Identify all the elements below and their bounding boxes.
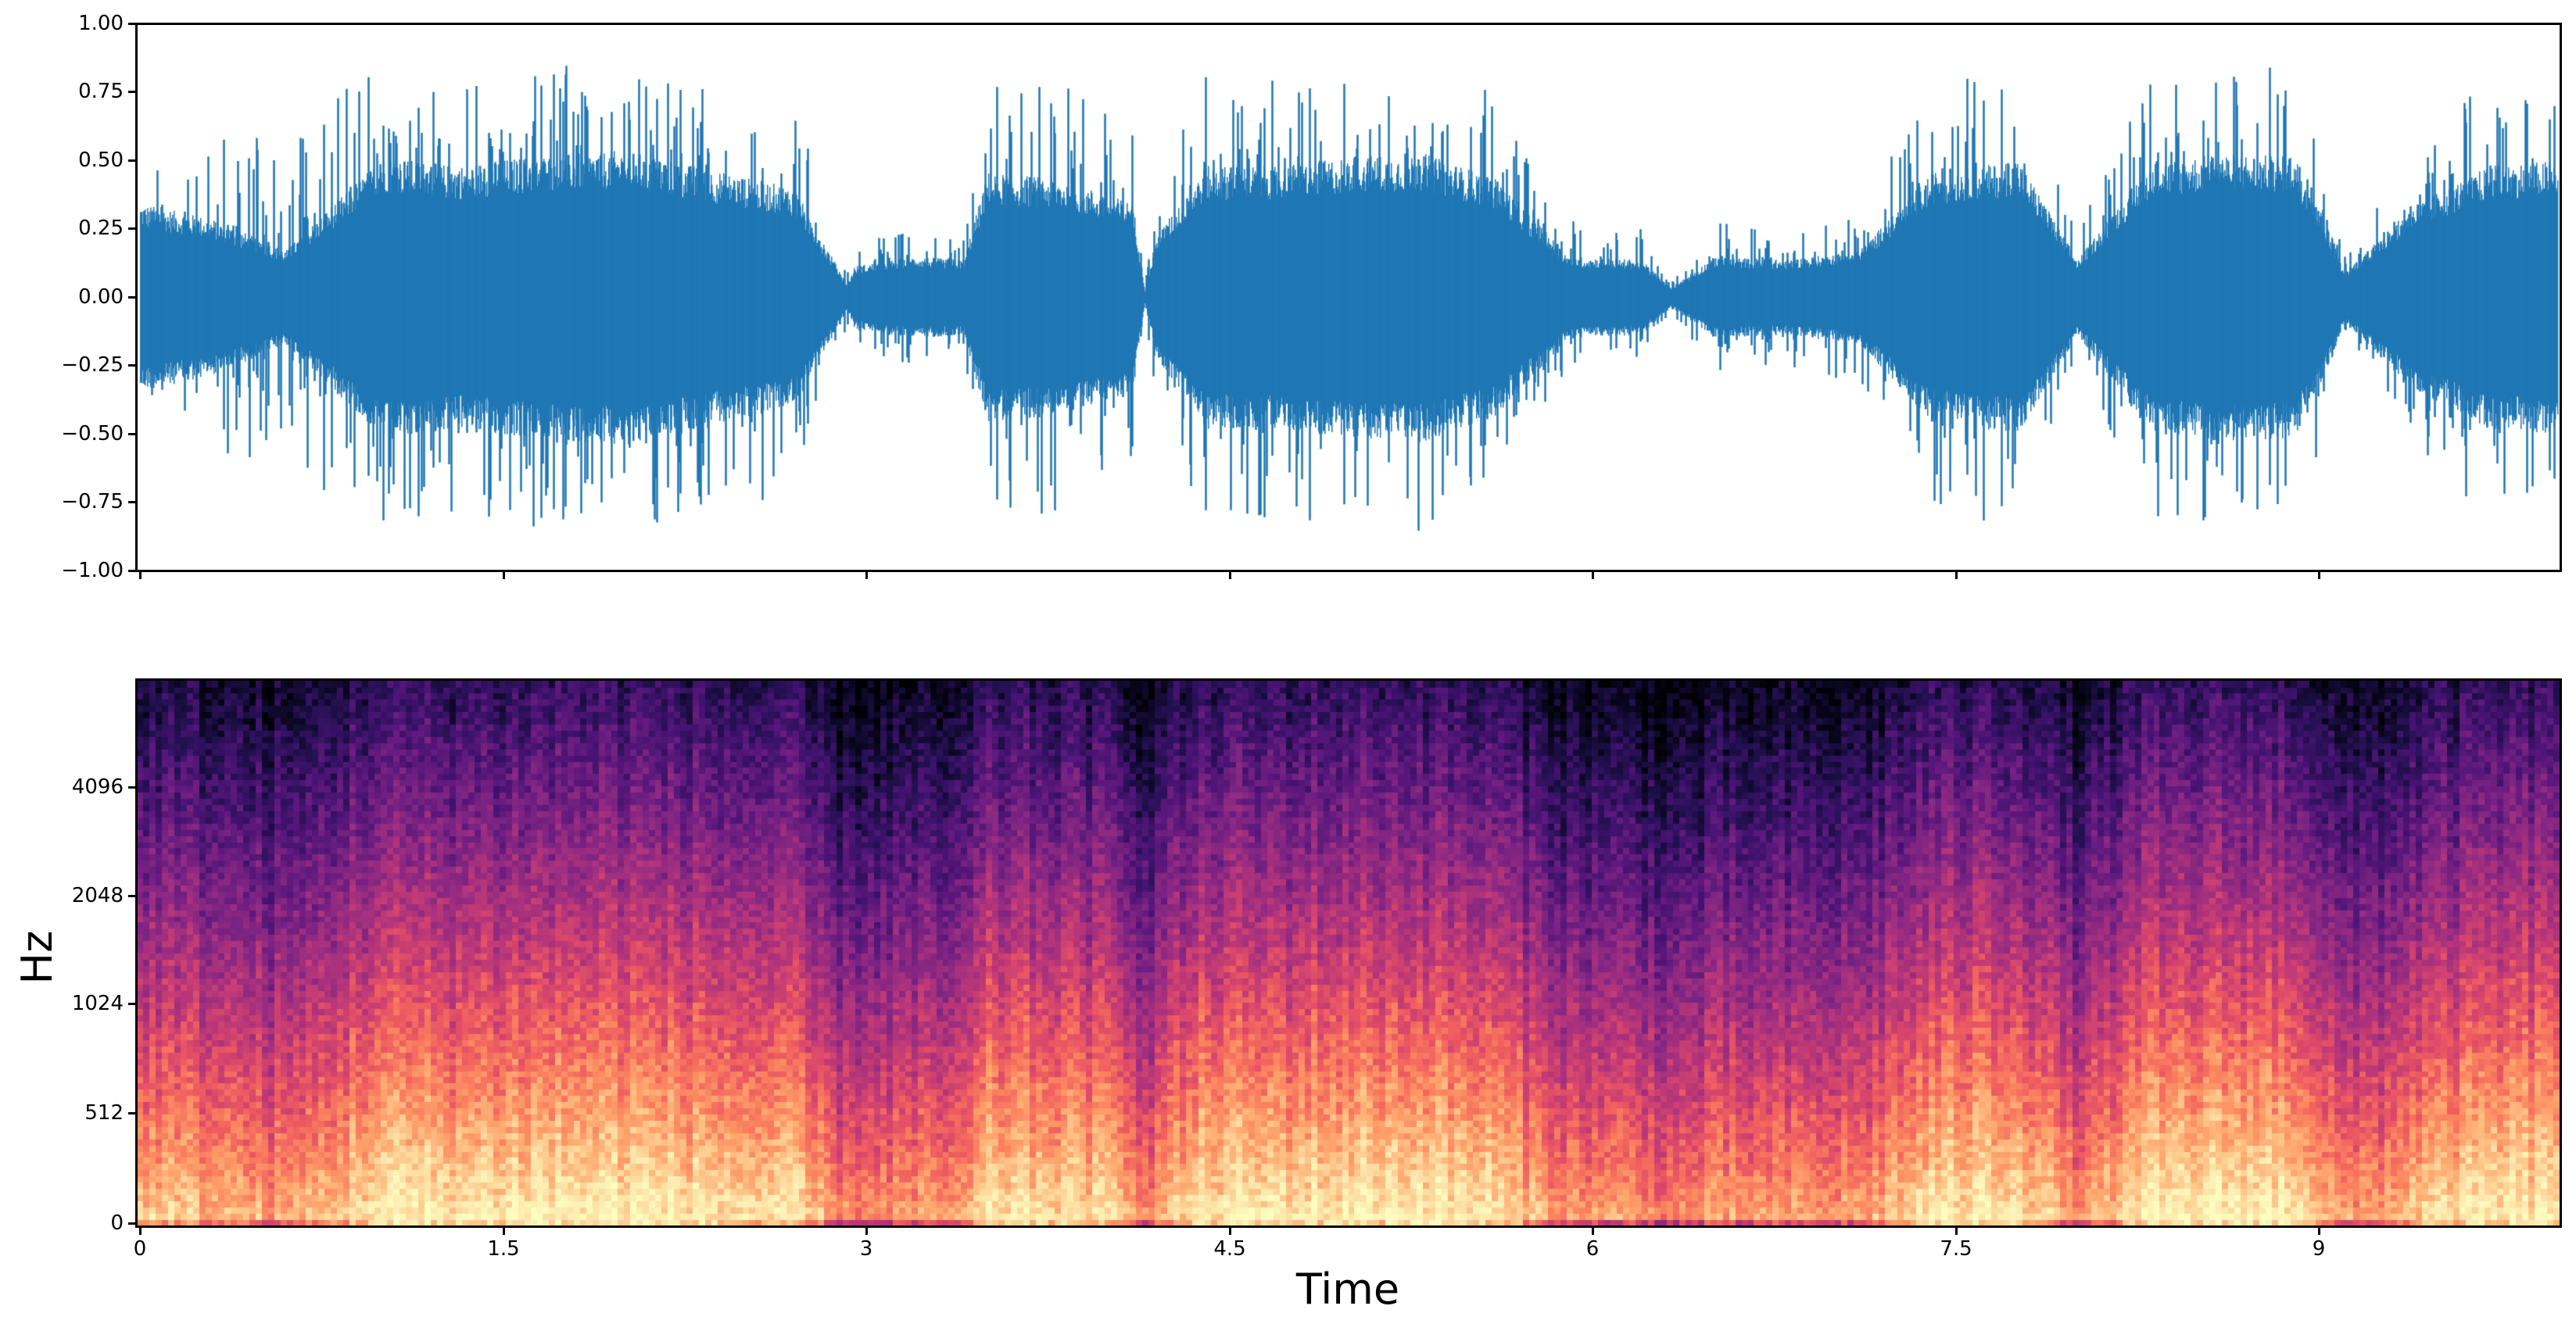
ytick-label: −0.75 (61, 490, 124, 513)
spectrogram-plot (135, 678, 2562, 1228)
ytick-label: 2048 (71, 884, 124, 907)
xtick-label: 0 (133, 1237, 147, 1261)
ytick-mark (128, 1222, 136, 1225)
xtick-mark (139, 1227, 142, 1235)
xtick-label: 3 (859, 1237, 873, 1261)
ytick-mark (128, 570, 136, 572)
x-axis-title: Time (1295, 1265, 1400, 1314)
spectrogram-heatmap (138, 681, 2560, 1225)
ytick-mark (128, 1003, 136, 1005)
xtick-mark (1229, 571, 1231, 579)
xtick-label: 1.5 (487, 1237, 520, 1261)
xtick-mark (2318, 1227, 2320, 1235)
xtick-mark (1955, 1227, 1958, 1235)
ytick-mark (128, 159, 136, 162)
ytick-label: 0 (110, 1211, 124, 1235)
ytick-label: −0.50 (61, 422, 124, 445)
y-axis-title: Hz (13, 930, 62, 985)
ytick-label: 1.00 (78, 12, 124, 35)
ytick-label: 0.75 (78, 80, 124, 103)
xtick-mark (865, 571, 868, 579)
xtick-mark (1955, 571, 1958, 579)
ytick-label: 512 (84, 1101, 124, 1125)
waveform-plot (135, 23, 2562, 572)
ytick-label: 1024 (71, 992, 124, 1015)
waveform-line (138, 25, 2560, 570)
xtick-mark (865, 1227, 868, 1235)
ytick-mark (128, 23, 136, 25)
xtick-mark (1592, 571, 1594, 579)
xtick-mark (503, 571, 505, 579)
ytick-label: 0.00 (78, 285, 124, 309)
xtick-mark (139, 571, 142, 579)
xtick-mark (2318, 571, 2320, 579)
ytick-mark (128, 501, 136, 503)
ytick-mark (128, 1112, 136, 1115)
xtick-label: 6 (1585, 1237, 1600, 1261)
xtick-label: 4.5 (1213, 1237, 1246, 1261)
ytick-label: −0.25 (61, 353, 124, 377)
ytick-mark (128, 895, 136, 897)
ytick-mark (128, 364, 136, 367)
xtick-mark (1592, 1227, 1594, 1235)
ytick-label: 4096 (71, 775, 124, 799)
ytick-mark (128, 786, 136, 789)
ytick-mark (128, 91, 136, 93)
ytick-mark (128, 296, 136, 299)
ytick-mark (128, 227, 136, 230)
xtick-label: 9 (2312, 1237, 2326, 1261)
xtick-mark (1229, 1227, 1231, 1235)
ytick-label: 0.25 (78, 216, 124, 240)
ytick-mark (128, 433, 136, 435)
xtick-mark (503, 1227, 505, 1235)
ytick-label: −1.00 (61, 559, 124, 582)
ytick-label: 0.50 (78, 148, 124, 172)
xtick-label: 7.5 (1940, 1237, 1972, 1261)
